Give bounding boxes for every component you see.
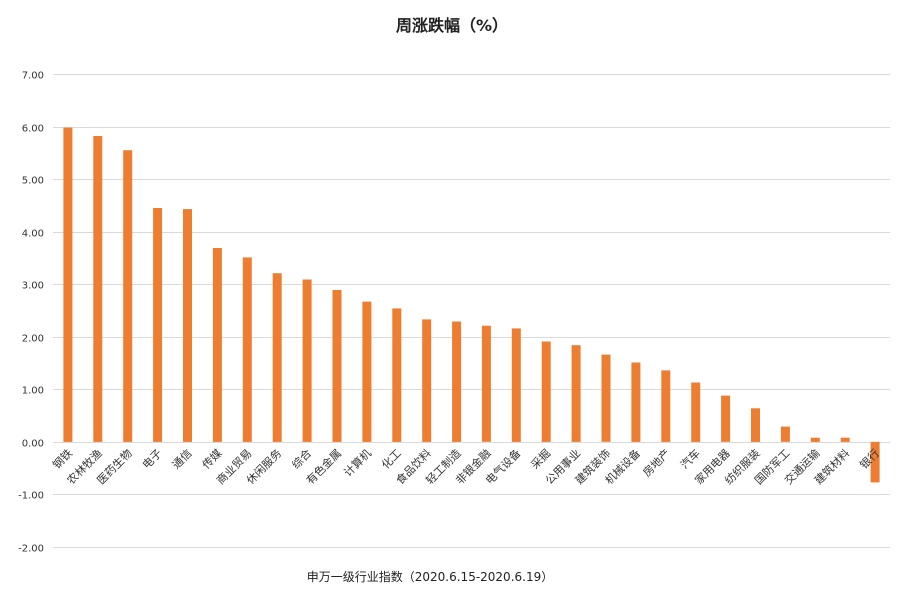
bar [661,370,671,442]
y-tick-label: -2.00 [18,544,44,555]
x-tick-label: 房地产 [640,446,673,479]
bar [332,290,342,442]
bar [751,408,760,442]
x-tick-label: 采掘 [528,446,553,471]
y-tick-label: 6.00 [22,124,44,135]
x-tick-label: 汽车 [677,446,702,471]
bar [631,362,641,442]
bar [870,441,880,483]
bar [541,341,551,442]
bar [691,382,701,442]
x-tick-label: 钢铁 [50,447,75,472]
bar [452,321,462,442]
bar [63,127,73,442]
bar [481,325,491,442]
x-tick-label: 通信 [170,447,195,472]
x-tick-label: 化工 [378,446,403,471]
bar [93,136,103,442]
y-tick-label: 5.00 [22,176,44,187]
bar [571,345,581,442]
bar [302,279,312,442]
x-tick-label: 传媒 [200,447,225,472]
y-tick-label: -1.00 [18,491,44,502]
bar [840,437,850,442]
bar [601,354,611,442]
x-tick-label: 综合 [289,446,314,471]
y-tick-label: 3.00 [22,281,44,292]
y-tick-label: 4.00 [22,229,44,240]
y-tick-label: 2.00 [22,334,44,345]
bar [780,426,790,442]
bar [272,273,282,442]
bar [422,319,432,442]
bar [123,150,133,442]
bar [511,328,521,442]
x-tick-label: 电子 [140,447,165,472]
bars [63,127,880,483]
y-tick-label: 1.00 [22,386,44,397]
bar [183,209,192,442]
chart-title: 周涨跌幅（%） [396,16,508,35]
y-tick-label: 7.00 [22,71,44,82]
gridlines [53,74,890,548]
y-axis-ticks: 7.00 6.00 5.00 4.00 3.00 2.00 1.00 0.00 -1.00 -2.… [18,71,44,555]
bar [721,395,731,442]
bar [392,308,402,442]
y-tick-label: 0.00 [22,439,44,450]
bar [810,437,820,442]
bar [242,257,252,442]
chart-caption: 申万一级行业指数（2020.6.15-2020.6.19） [307,569,553,584]
bar [212,248,222,442]
bar [153,208,163,442]
x-tick-label: 计算机 [341,446,374,479]
bar [362,301,372,442]
